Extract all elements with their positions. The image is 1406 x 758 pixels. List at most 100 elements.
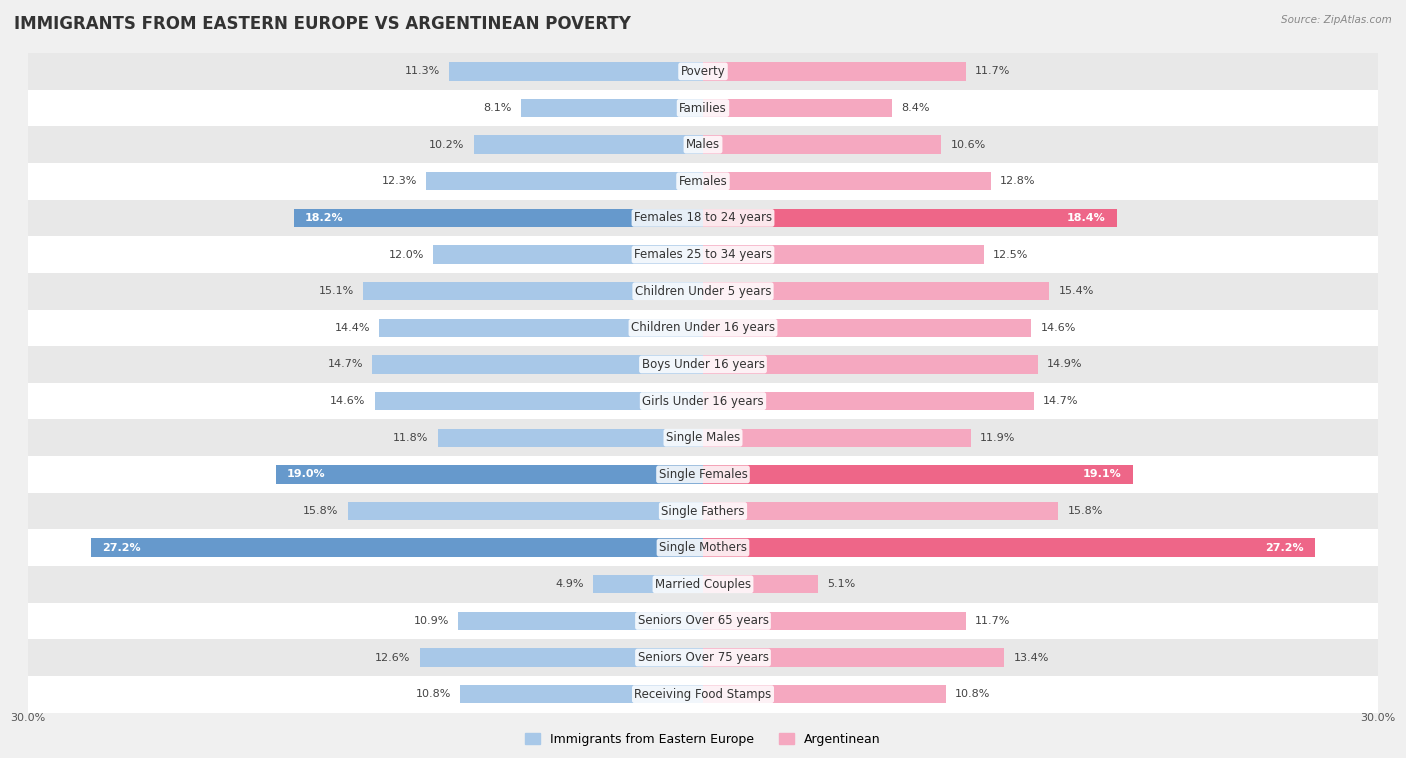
Bar — [28, 309, 1378, 346]
Bar — [703, 612, 966, 630]
Text: 15.1%: 15.1% — [319, 287, 354, 296]
Text: 8.1%: 8.1% — [484, 103, 512, 113]
Text: 14.7%: 14.7% — [328, 359, 363, 369]
Bar — [703, 502, 1059, 520]
Bar — [460, 685, 703, 703]
Text: Single Mothers: Single Mothers — [659, 541, 747, 554]
Bar — [28, 127, 1378, 163]
Text: Children Under 5 years: Children Under 5 years — [634, 285, 772, 298]
Bar — [28, 676, 1378, 713]
Text: 11.8%: 11.8% — [394, 433, 429, 443]
Text: 14.7%: 14.7% — [1043, 396, 1078, 406]
Text: 11.3%: 11.3% — [405, 67, 440, 77]
Bar — [28, 89, 1378, 127]
Bar — [593, 575, 703, 594]
Bar — [449, 62, 703, 80]
Text: 12.3%: 12.3% — [382, 177, 418, 186]
Bar — [458, 612, 703, 630]
Text: 19.0%: 19.0% — [287, 469, 325, 479]
Text: Single Fathers: Single Fathers — [661, 505, 745, 518]
Bar — [28, 603, 1378, 639]
Text: 15.8%: 15.8% — [304, 506, 339, 516]
Bar — [419, 648, 703, 667]
Text: 12.5%: 12.5% — [993, 249, 1029, 259]
Text: 12.8%: 12.8% — [1000, 177, 1035, 186]
Text: 14.4%: 14.4% — [335, 323, 370, 333]
Bar — [28, 53, 1378, 89]
Text: 13.4%: 13.4% — [1014, 653, 1049, 662]
Text: 27.2%: 27.2% — [103, 543, 141, 553]
Text: 11.9%: 11.9% — [980, 433, 1015, 443]
Bar — [437, 428, 703, 447]
Text: 30.0%: 30.0% — [1360, 713, 1396, 722]
Text: Single Males: Single Males — [666, 431, 740, 444]
Text: 12.0%: 12.0% — [388, 249, 425, 259]
Text: Males: Males — [686, 138, 720, 151]
Bar — [703, 465, 1133, 484]
Text: Married Couples: Married Couples — [655, 578, 751, 590]
Text: 10.2%: 10.2% — [429, 139, 464, 149]
Bar — [28, 199, 1378, 236]
Text: 12.6%: 12.6% — [375, 653, 411, 662]
Bar — [703, 172, 991, 190]
Bar — [28, 566, 1378, 603]
Bar — [703, 246, 984, 264]
Bar — [373, 356, 703, 374]
Text: Females 18 to 24 years: Females 18 to 24 years — [634, 211, 772, 224]
Bar — [28, 639, 1378, 676]
Bar — [703, 136, 942, 154]
Text: 11.7%: 11.7% — [976, 616, 1011, 626]
Bar — [703, 648, 1004, 667]
Text: 27.2%: 27.2% — [1265, 543, 1303, 553]
Text: Girls Under 16 years: Girls Under 16 years — [643, 395, 763, 408]
Text: 10.6%: 10.6% — [950, 139, 986, 149]
Text: Families: Families — [679, 102, 727, 114]
Text: Poverty: Poverty — [681, 65, 725, 78]
Bar — [28, 346, 1378, 383]
Text: 10.8%: 10.8% — [955, 689, 990, 699]
Text: Source: ZipAtlas.com: Source: ZipAtlas.com — [1281, 15, 1392, 25]
Bar — [703, 282, 1049, 300]
Text: Receiving Food Stamps: Receiving Food Stamps — [634, 688, 772, 700]
Text: 5.1%: 5.1% — [827, 579, 855, 589]
Bar — [703, 99, 891, 117]
Bar — [28, 273, 1378, 309]
Text: 10.8%: 10.8% — [416, 689, 451, 699]
Bar — [703, 62, 966, 80]
Text: Children Under 16 years: Children Under 16 years — [631, 321, 775, 334]
Text: Single Females: Single Females — [658, 468, 748, 481]
Bar — [28, 383, 1378, 419]
Bar — [703, 356, 1038, 374]
Text: Boys Under 16 years: Boys Under 16 years — [641, 358, 765, 371]
Text: Seniors Over 75 years: Seniors Over 75 years — [637, 651, 769, 664]
Text: 18.2%: 18.2% — [305, 213, 343, 223]
Text: IMMIGRANTS FROM EASTERN EUROPE VS ARGENTINEAN POVERTY: IMMIGRANTS FROM EASTERN EUROPE VS ARGENT… — [14, 15, 631, 33]
Text: 15.4%: 15.4% — [1059, 287, 1094, 296]
Bar — [28, 236, 1378, 273]
Text: 14.6%: 14.6% — [1040, 323, 1076, 333]
Bar — [703, 685, 946, 703]
Text: Seniors Over 65 years: Seniors Over 65 years — [637, 615, 769, 628]
Text: 14.9%: 14.9% — [1047, 359, 1083, 369]
Bar — [363, 282, 703, 300]
Bar — [276, 465, 703, 484]
Text: 18.4%: 18.4% — [1067, 213, 1105, 223]
Text: 10.9%: 10.9% — [413, 616, 449, 626]
Text: 19.1%: 19.1% — [1083, 469, 1122, 479]
Legend: Immigrants from Eastern Europe, Argentinean: Immigrants from Eastern Europe, Argentin… — [526, 733, 880, 746]
Bar — [28, 419, 1378, 456]
Bar — [374, 392, 703, 410]
Text: 30.0%: 30.0% — [10, 713, 46, 722]
Bar — [703, 428, 970, 447]
Bar — [28, 163, 1378, 199]
Bar — [426, 172, 703, 190]
Bar — [28, 493, 1378, 529]
Text: 4.9%: 4.9% — [555, 579, 583, 589]
Bar — [703, 538, 1315, 557]
Text: 15.8%: 15.8% — [1067, 506, 1102, 516]
Bar — [347, 502, 703, 520]
Text: Females: Females — [679, 175, 727, 188]
Bar — [28, 529, 1378, 566]
Bar — [433, 246, 703, 264]
Bar — [28, 456, 1378, 493]
